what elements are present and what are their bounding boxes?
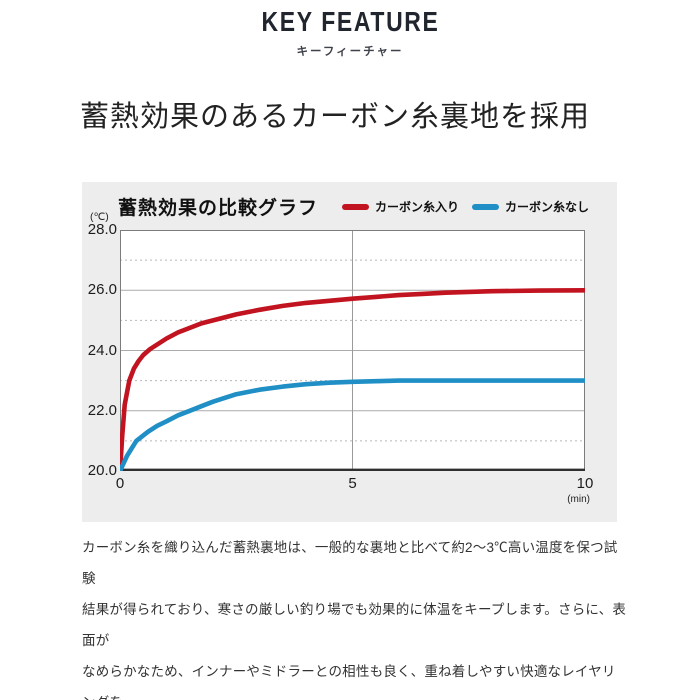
- description-text: カーボン糸を織り込んだ蓄熱裏地は、一般的な裏地と比べて約2〜3℃高い温度を保つ試…: [82, 540, 627, 700]
- section-header: KEY FEATURE キーフィーチャー: [0, 7, 700, 59]
- chart-panel: 蓄熱効果の比較グラフ カーボン糸入り カーボン糸なし (℃) 28.0 26.0 2…: [82, 182, 617, 522]
- legend-label-without-carbon: カーボン糸なし: [504, 200, 589, 214]
- chart-legend: カーボン糸入り カーボン糸なし: [341, 198, 589, 215]
- y-tick-label: 28.0: [87, 221, 117, 238]
- legend-swatch-with-carbon-icon: [341, 203, 369, 210]
- comparison-line-chart: [120, 230, 585, 471]
- legend-item-without-carbon: カーボン糸なし: [471, 198, 589, 215]
- chart-header: 蓄熱効果の比較グラフ カーボン糸入り カーボン糸なし: [118, 193, 589, 220]
- x-tick-label: 0: [115, 475, 125, 492]
- legend-item-with-carbon: カーボン糸入り: [341, 198, 459, 215]
- feature-heading: 蓄熱効果のあるカーボン糸裏地を採用: [80, 101, 591, 133]
- y-tick-label: 22.0: [87, 401, 117, 419]
- y-axis-labels: 28.0 26.0 24.0 22.0 20.0: [84, 221, 117, 479]
- section-title: KEY FEATURE: [261, 6, 439, 37]
- x-axis-unit-label: (min): [567, 494, 590, 505]
- chart-title: 蓄熱効果の比較グラフ: [118, 198, 319, 219]
- section-subtitle: キーフィーチャー: [296, 46, 404, 58]
- x-tick-label: 5: [348, 475, 357, 492]
- y-tick-label: 20.0: [87, 462, 117, 479]
- y-tick-label: 26.0: [87, 281, 117, 299]
- legend-label-with-carbon: カーボン糸入り: [374, 200, 459, 214]
- plot-area: 28.0 26.0 24.0 22.0 20.0 0 5 10 (min): [88, 221, 594, 505]
- y-axis-unit-label: (℃): [90, 211, 109, 223]
- legend-swatch-without-carbon-icon: [471, 203, 499, 210]
- y-tick-label: 24.0: [87, 341, 117, 359]
- x-tick-label: 10: [576, 475, 594, 492]
